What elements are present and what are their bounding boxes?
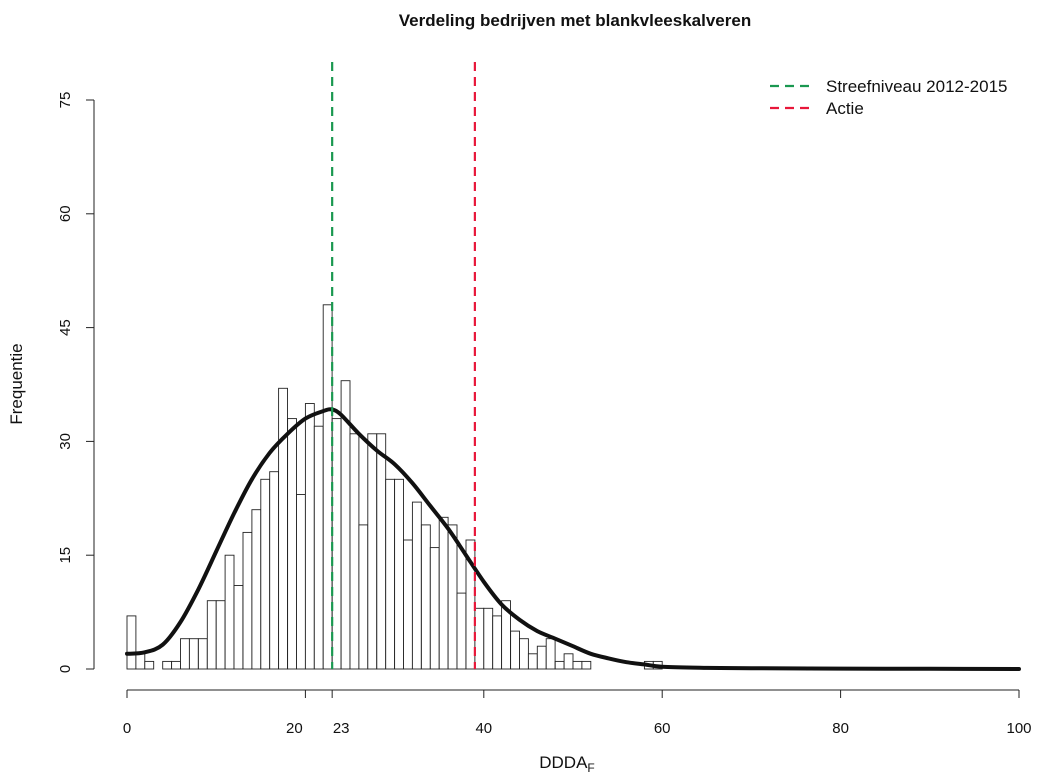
histogram-bar xyxy=(456,592,467,670)
chart-title: Verdeling bedrijven met blankvleeskalver… xyxy=(399,11,751,30)
histogram-bar xyxy=(322,304,333,670)
histogram-bar xyxy=(180,638,190,670)
legend-label: Streefniveau 2012-2015 xyxy=(826,77,1007,96)
histogram-bar xyxy=(313,425,324,670)
histogram-bar xyxy=(197,638,208,670)
histogram-bar xyxy=(251,509,262,670)
histogram-bar xyxy=(519,638,529,670)
x-tick-label: 20 xyxy=(286,720,303,737)
histogram-bar xyxy=(411,501,422,670)
y-axis: 0 15 30 45 60 75 xyxy=(57,92,95,673)
histogram-bar xyxy=(358,524,369,670)
histogram-bar xyxy=(554,660,565,670)
y-tick-label: 0 xyxy=(57,665,74,673)
legend: Streefniveau 2012-2015 Actie xyxy=(770,77,1007,118)
x-axis-label: DDDAF xyxy=(539,753,595,773)
histogram-bar xyxy=(483,607,494,670)
histogram-bar xyxy=(242,531,253,670)
histogram-bar xyxy=(296,494,306,670)
x-axis-label-subscript: F xyxy=(587,761,594,773)
histogram-bar xyxy=(447,524,458,670)
histogram-bar xyxy=(367,433,378,670)
x-tick-label: 0 xyxy=(123,720,131,737)
histogram-bar xyxy=(206,600,217,670)
histogram-bar xyxy=(224,554,235,670)
x-tick-label: 60 xyxy=(654,720,671,737)
histogram-bar xyxy=(581,660,592,670)
y-axis-label: Frequentie xyxy=(7,343,26,424)
histogram-bar xyxy=(171,660,181,670)
histogram-bar xyxy=(278,387,288,670)
y-tick-label: 60 xyxy=(57,205,74,222)
histogram-bar xyxy=(304,403,315,670)
histogram-bar xyxy=(536,645,547,670)
histogram-bar xyxy=(260,478,271,670)
legend-label: Actie xyxy=(826,99,864,118)
histogram-bar xyxy=(269,471,280,670)
histogram-bar xyxy=(438,516,449,670)
y-tick-label: 15 xyxy=(57,547,74,564)
histogram-bars xyxy=(126,304,663,670)
x-axis: 0 20 23 40 60 80 100 xyxy=(123,689,1032,737)
x-tick-label: 23 xyxy=(333,720,350,737)
histogram-bar xyxy=(429,547,440,670)
density-curve xyxy=(125,407,1021,671)
y-tick-label: 30 xyxy=(57,433,74,450)
x-tick-label: 80 xyxy=(832,720,849,737)
histogram-bar xyxy=(492,615,503,670)
histogram-bar xyxy=(233,585,244,670)
histogram-bar xyxy=(545,638,556,670)
histogram-bar xyxy=(563,653,574,670)
histogram-bar xyxy=(215,600,226,670)
x-tick-label: 40 xyxy=(475,720,492,737)
histogram-bar xyxy=(188,638,199,670)
histogram-bar xyxy=(510,630,520,670)
histogram-bar xyxy=(572,660,583,670)
reference-lines xyxy=(331,62,476,669)
y-tick-label: 75 xyxy=(57,92,74,109)
histogram-bar xyxy=(135,653,146,670)
histogram-bar xyxy=(349,433,360,670)
histogram-bar xyxy=(162,660,173,670)
histogram-bar xyxy=(403,539,413,670)
y-tick-label: 45 xyxy=(57,319,74,336)
histogram-bar xyxy=(144,660,155,670)
histogram-bar xyxy=(331,418,342,670)
histogram-bar xyxy=(376,433,387,670)
histogram-bar xyxy=(385,478,396,670)
histogram-bar xyxy=(394,478,404,670)
x-axis-label-main: DDDA xyxy=(539,753,588,772)
histogram-bar xyxy=(527,653,538,670)
histogram-bar xyxy=(287,418,297,670)
x-tick-label: 100 xyxy=(1006,720,1031,737)
histogram-bar xyxy=(126,615,137,670)
histogram-bar xyxy=(420,524,431,670)
histogram-bar xyxy=(474,607,485,670)
